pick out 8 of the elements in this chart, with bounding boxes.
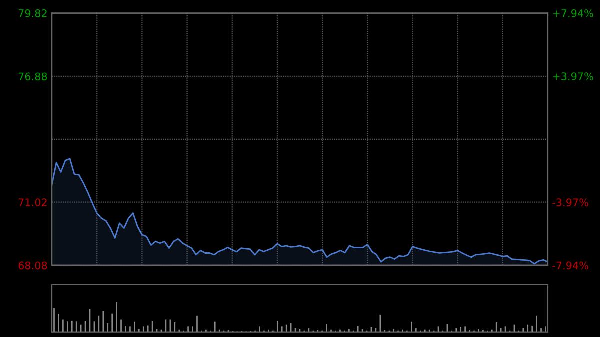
- y2-tick-label: -3.97%: [552, 198, 588, 207]
- y-tick-label: 68.08: [18, 262, 48, 270]
- y2-tick-label: -7.94%: [552, 262, 588, 270]
- y2-tick-label: +3.97%: [553, 72, 594, 80]
- y-tick-label: 76.88: [18, 72, 48, 81]
- y2-tick-label: +7.94%: [553, 10, 594, 18]
- y-tick-label: 79.82: [18, 10, 47, 18]
- y-tick-label: 71.02: [18, 198, 47, 206]
